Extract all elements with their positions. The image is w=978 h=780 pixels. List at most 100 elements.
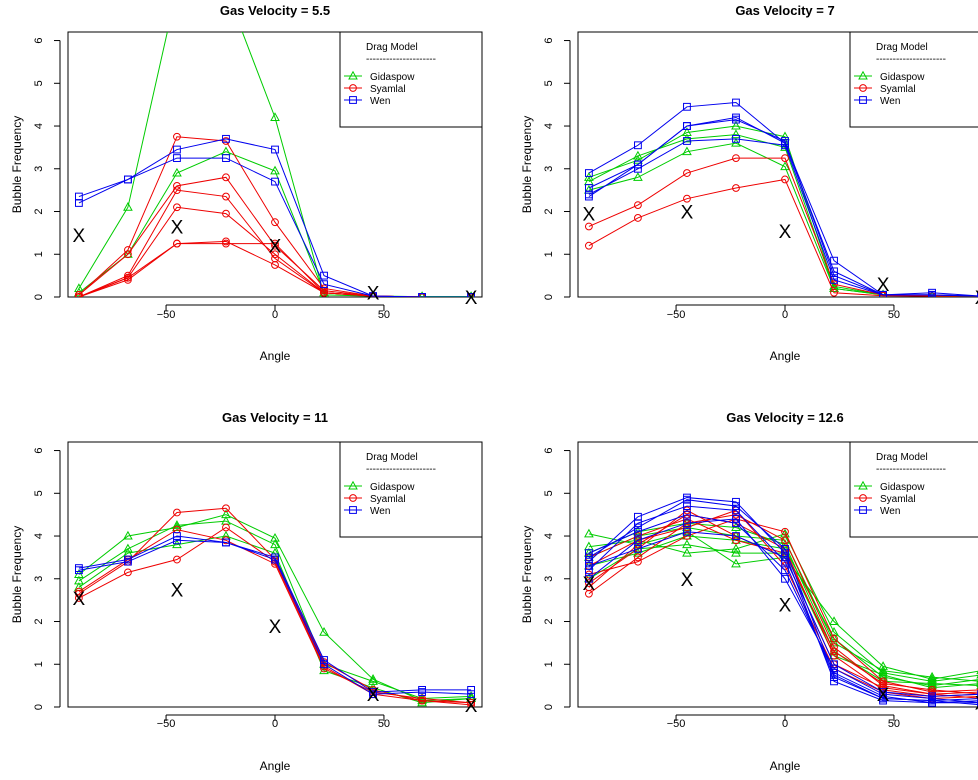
chart-title: Gas Velocity = 7 (735, 3, 834, 18)
y-tick-label: 5 (543, 490, 555, 496)
chart-panel-3: Gas Velocity = 11 0 1 2 3 4 5 6 Bubble Frequency… (10, 410, 483, 773)
data-point (928, 290, 936, 297)
data-point (417, 697, 427, 707)
data-point (271, 177, 279, 186)
data-point (221, 146, 231, 156)
data-point (830, 271, 838, 280)
data-point (172, 167, 182, 177)
experimental-marker: X (975, 694, 978, 715)
data-point (74, 566, 83, 575)
y-tick-label: 5 (543, 80, 555, 86)
data-point (222, 239, 230, 248)
experimental-marker: X (269, 617, 282, 638)
data-point (124, 276, 132, 284)
legend-label: Syamlal (370, 494, 406, 505)
series-line (78, 529, 472, 704)
y-tick-label: 0 (543, 294, 555, 300)
data-point (222, 192, 230, 201)
data-point (830, 276, 838, 284)
legend: Drag Model--------------------- GidaspowS… (849, 31, 978, 128)
series-line (588, 499, 978, 706)
data-point (123, 202, 133, 211)
series-line (588, 497, 978, 704)
legend-entry-syamlal: Syamlal (854, 84, 916, 95)
legend-entry-gidaspow: Gidaspow (854, 480, 925, 493)
data-point (584, 553, 593, 562)
data-point (682, 547, 692, 557)
series-line (588, 138, 978, 297)
data-point (682, 146, 692, 156)
legend-label: Wen (880, 96, 900, 107)
data-point (222, 504, 230, 513)
y-tick-label: 4 (33, 533, 45, 539)
data-point (634, 532, 642, 540)
series-line (588, 514, 978, 695)
legend-marker (349, 84, 357, 92)
data-point (124, 250, 132, 259)
legend-label: Gidaspow (880, 482, 925, 493)
data-point (732, 515, 740, 523)
data-point (319, 665, 329, 675)
data-point (173, 555, 181, 564)
x-axis-label: Angle (770, 759, 801, 773)
y-axis-label: Bubble Frequency (10, 116, 24, 213)
data-point (634, 523, 642, 532)
data-point (584, 583, 593, 592)
data-point (731, 129, 741, 139)
data-point (829, 616, 839, 626)
legend-label: Wen (370, 96, 390, 107)
experimental-marker: X (877, 685, 890, 706)
data-point (173, 508, 181, 517)
legend-marker (859, 506, 867, 514)
data-point (731, 558, 741, 568)
data-point (683, 194, 691, 203)
y-axis-label: Bubble Frequency (520, 116, 534, 213)
data-point (731, 543, 741, 553)
data-point (634, 141, 642, 150)
legend-label: Syamlal (880, 84, 916, 95)
y-tick-label: 4 (543, 533, 555, 539)
experimental-marker: X (779, 595, 792, 616)
data-point (173, 154, 181, 162)
x-tick-label: −50 (157, 309, 176, 321)
data-point (320, 280, 328, 289)
y-tick-label: 1 (33, 251, 45, 257)
data-point (369, 690, 377, 699)
experimental-marker: X (367, 284, 380, 305)
data-point (584, 528, 594, 538)
y-tick-label: 6 (33, 447, 45, 453)
chart-title: Gas Velocity = 5.5 (220, 3, 330, 18)
x-tick-label: −50 (667, 718, 686, 730)
plot-area (584, 98, 978, 297)
data-point (319, 289, 329, 297)
series-line (78, 539, 472, 695)
series-line (588, 514, 978, 704)
data-point (320, 660, 328, 669)
x-axis-label: Angle (260, 759, 291, 773)
data-point (74, 589, 83, 598)
x-tick-label: −50 (157, 718, 176, 730)
legend-separator: --------------------- (876, 464, 946, 475)
data-point (634, 519, 642, 528)
data-point (173, 145, 181, 154)
data-point (222, 173, 230, 182)
y-tick-label: 1 (543, 251, 555, 257)
y-tick-label: 5 (33, 490, 45, 496)
legend-entry-wen: Wen (344, 506, 390, 517)
legend-entry-gidaspow: Gidaspow (344, 70, 415, 83)
data-point (780, 161, 790, 171)
data-point (271, 555, 279, 564)
data-point (320, 271, 328, 280)
experimental-marker: X (269, 237, 282, 258)
y-tick-label: 3 (543, 166, 555, 172)
data-point (928, 696, 936, 705)
series-wen-10 (74, 154, 476, 297)
series-line (78, 526, 472, 706)
y-axis-label: Bubble Frequency (10, 526, 24, 623)
experimental-marker: X (681, 203, 694, 224)
experimental-marker: X (583, 205, 596, 226)
series-wen-6 (584, 98, 978, 297)
data-point (830, 288, 838, 297)
legend-entry-syamlal: Syamlal (344, 84, 406, 95)
x-tick-label: −50 (667, 309, 686, 321)
